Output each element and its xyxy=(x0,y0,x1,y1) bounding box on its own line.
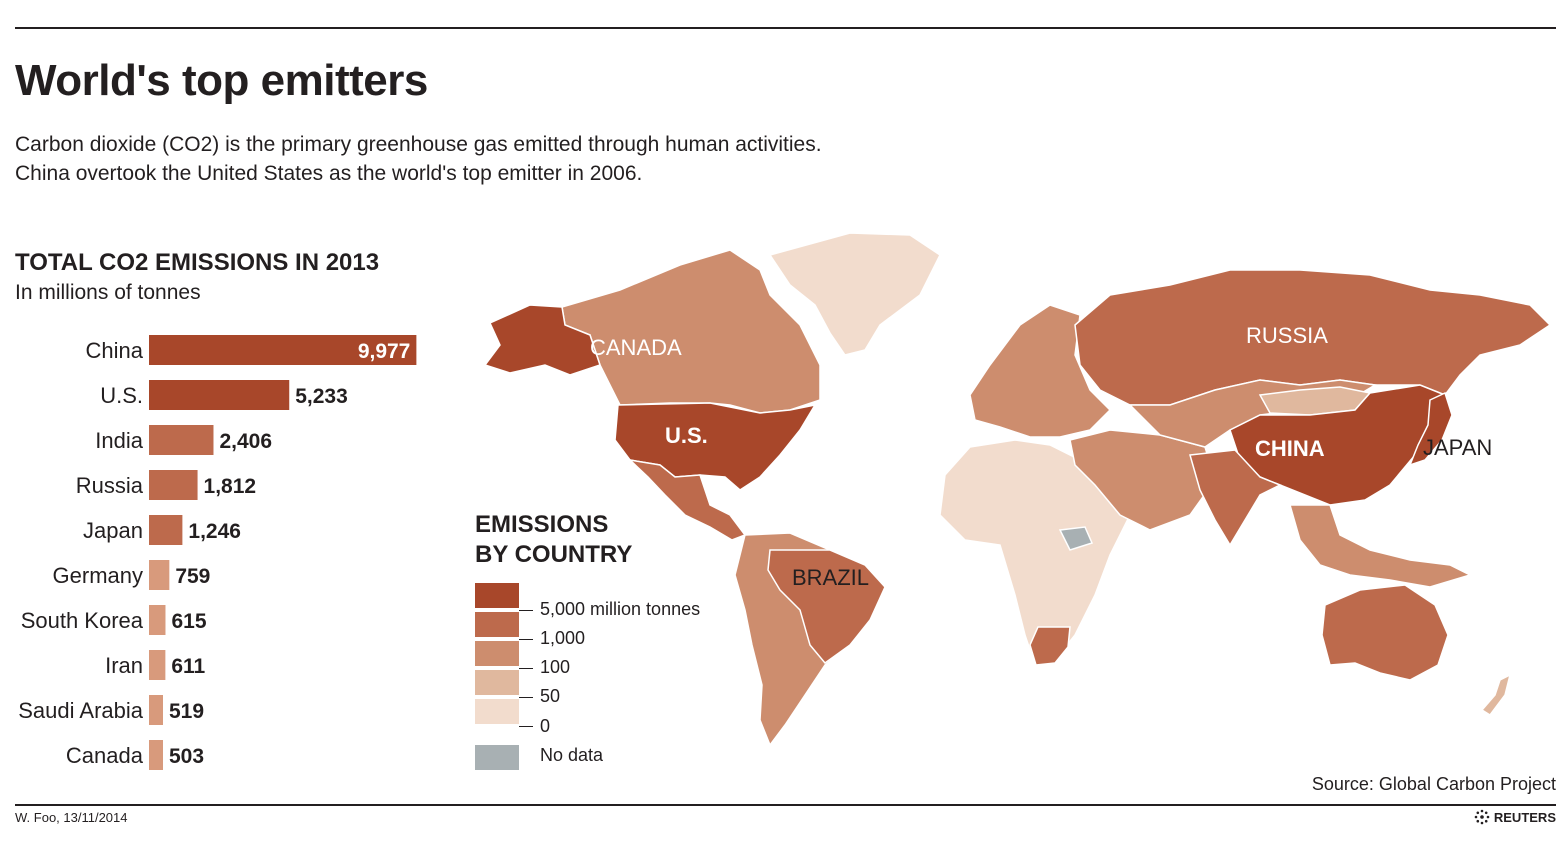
map-europe xyxy=(969,304,1112,438)
top-rule xyxy=(15,27,1556,29)
map-australia xyxy=(1321,584,1449,681)
value-label: 1,812 xyxy=(204,475,257,498)
map-label-us: U.S. xyxy=(665,423,708,448)
subtitle-line-2: China overtook the United States as the … xyxy=(15,162,643,185)
legend-swatch-5000 xyxy=(475,583,519,608)
reuters-dots-icon xyxy=(1474,809,1490,825)
legend-tick-1000 xyxy=(519,639,533,640)
legend-swatch-50 xyxy=(475,670,519,695)
category-label: Iran xyxy=(105,653,143,678)
map-south-sudan xyxy=(1058,526,1094,551)
map-new-zealand xyxy=(1480,673,1512,717)
map-shapes xyxy=(483,232,1552,747)
bottom-rule xyxy=(15,804,1556,806)
map-alaska xyxy=(483,304,601,376)
map-southeast-asia xyxy=(1289,504,1473,588)
legend-title-line-1: EMISSIONS xyxy=(475,511,609,538)
legend-label-no-data: No data xyxy=(540,745,604,765)
reuters-logo: REUTERS xyxy=(1474,809,1556,825)
map-south-africa xyxy=(1029,626,1071,666)
category-label: Russia xyxy=(76,473,144,498)
bar-south-korea xyxy=(149,605,166,635)
category-label: Germany xyxy=(53,563,143,588)
map-greenland xyxy=(768,232,941,356)
value-label: 9,977 xyxy=(358,340,411,363)
map-india xyxy=(1189,449,1282,547)
map-canada xyxy=(561,249,821,414)
map-japan xyxy=(1408,391,1453,467)
category-label: Saudi Arabia xyxy=(18,698,144,723)
source-note: Source: Global Carbon Project xyxy=(1311,774,1556,794)
legend-label-50: 50 xyxy=(540,686,561,706)
credit-line: W. Foo, 13/11/2014 xyxy=(15,810,128,825)
map-label-japan: JAPAN xyxy=(1423,435,1492,460)
bar-chart-subtitle: In millions of tonnes xyxy=(15,281,201,304)
subtitle-line-1: Carbon dioxide (CO2) is the primary gree… xyxy=(15,133,822,156)
map-usa xyxy=(614,402,817,491)
category-label: Canada xyxy=(66,743,144,768)
value-label: 1,246 xyxy=(188,520,241,543)
map-label-brazil: BRAZIL xyxy=(792,565,869,590)
legend-swatch-1000 xyxy=(475,612,519,637)
legend-title: EMISSIONS BY COUNTRY xyxy=(475,510,632,570)
legend-label-100: 100 xyxy=(540,657,571,677)
map-africa xyxy=(939,439,1131,666)
category-label: India xyxy=(95,428,143,453)
map-brazil xyxy=(767,549,886,665)
bar-germany xyxy=(149,560,170,590)
map-label-canada: CANADA xyxy=(590,335,682,360)
bar-russia xyxy=(149,470,198,500)
value-label: 503 xyxy=(169,745,204,768)
category-label: Japan xyxy=(83,518,143,543)
legend-tick-100 xyxy=(519,668,533,669)
value-label: 5,233 xyxy=(295,385,348,408)
bar-india xyxy=(149,425,214,455)
map-label-russia: RUSSIA xyxy=(1246,323,1328,348)
bar-china xyxy=(149,335,417,365)
legend-label-5000: 5,000 million tonnes xyxy=(540,599,701,619)
emissions-bar-chart: China 9,977 U.S. 5,233 India 2,406 Russia 1,812… xyxy=(18,335,417,770)
bar-canada xyxy=(149,740,163,770)
map-label-china: CHINA xyxy=(1255,436,1325,461)
map-middle-east xyxy=(1069,429,1216,531)
legend-swatch-0 xyxy=(475,699,519,724)
legend-tick-50 xyxy=(519,697,533,698)
value-label: 759 xyxy=(175,565,210,588)
legend-title-line-2: BY COUNTRY xyxy=(475,541,633,568)
bar-iran xyxy=(149,650,166,680)
bar-chart-title: TOTAL CO2 EMISSIONS IN 2013 xyxy=(15,249,380,276)
category-label: South Korea xyxy=(21,608,144,633)
reuters-wordmark: REUTERS xyxy=(1493,809,1556,825)
world-map: CANADA U.S. RUSSIA CHINA JAPAN BRAZIL xyxy=(483,232,1552,747)
bar-japan xyxy=(149,515,183,545)
value-label: 615 xyxy=(171,610,206,633)
legend-tick-0 xyxy=(519,726,533,727)
legend-swatch-no-data xyxy=(475,745,519,770)
map-labels: CANADA U.S. RUSSIA CHINA JAPAN BRAZIL xyxy=(590,323,1492,590)
category-label: China xyxy=(86,338,144,363)
value-label: 519 xyxy=(169,700,204,723)
legend-label-0: 0 xyxy=(540,716,551,736)
bar-u-s- xyxy=(149,380,290,410)
category-label: U.S. xyxy=(100,383,143,408)
page-title: World's top emitters xyxy=(15,56,428,105)
legend-label-1000: 1,000 xyxy=(540,628,586,648)
value-label: 2,406 xyxy=(219,430,272,453)
legend-swatch-100 xyxy=(475,641,519,666)
value-label: 611 xyxy=(171,655,205,678)
legend-tick-5000 xyxy=(519,610,533,611)
bar-saudi-arabia xyxy=(149,695,163,725)
page-subtitle: Carbon dioxide (CO2) is the primary gree… xyxy=(15,130,822,188)
